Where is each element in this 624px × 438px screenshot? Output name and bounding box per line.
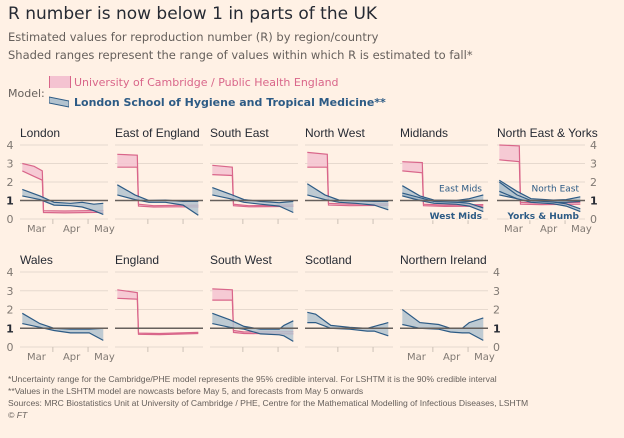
panel-title: North East & Yorks [497, 126, 598, 140]
panel-title: South East [210, 126, 269, 140]
lshtm-band [22, 313, 104, 341]
x-tick-label: May [571, 224, 592, 235]
y-tick-label: 2 [590, 176, 597, 189]
lshtm-band [499, 182, 581, 212]
panel-title: London [20, 126, 60, 140]
x-tick-label: Mar [27, 352, 47, 363]
y-tick-label: 0 [493, 341, 500, 354]
panel-title: South West [210, 253, 272, 267]
lshtm-upper-line [498, 181, 581, 210]
x-tick-label: May [94, 224, 115, 235]
y-tick-label: 2 [7, 304, 14, 317]
series-label: Yorks & Humb [506, 212, 579, 222]
chart-title: R number is now below 1 in parts of the … [8, 4, 378, 24]
series-label: West Mids [430, 212, 482, 222]
cambridge-lower-line [402, 170, 484, 208]
lshtm-lower-line [307, 194, 389, 211]
x-tick-label: Mar [504, 224, 524, 235]
lshtm-upper-line [22, 188, 104, 205]
y-tick-label: 1 [6, 322, 14, 335]
series-label: North East [532, 185, 580, 195]
lshtm-lower-line [22, 323, 104, 341]
panel-title: North West [305, 126, 365, 140]
panel-title: Northern Ireland [400, 253, 487, 267]
cambridge-band [117, 154, 199, 207]
cambridge-band [117, 289, 199, 335]
x-tick-label: Apr [540, 224, 558, 235]
cambridge-lower-line [117, 166, 199, 208]
series-label: East Mids [439, 185, 482, 195]
panel-title: Midlands [400, 126, 448, 140]
lshtm-lower-line [499, 190, 581, 213]
y-tick-label: 0 [7, 341, 14, 354]
cambridge-band [22, 163, 104, 213]
y-tick-label: 1 [6, 195, 14, 208]
cambridge-lower-line [117, 297, 199, 336]
y-tick-label: 1 [493, 322, 501, 335]
lshtm-lower-line [22, 195, 104, 215]
cambridge-lower-line [307, 166, 389, 207]
copyright: © FT [8, 410, 28, 420]
y-tick-label: 3 [7, 158, 14, 171]
panel-title: England [115, 253, 159, 267]
y-tick-label: 4 [7, 139, 14, 152]
y-tick-label: 3 [493, 285, 500, 298]
x-tick-label: Apr [443, 352, 461, 363]
y-tick-label: 1 [590, 195, 598, 208]
legend-swatch-lshtm [49, 96, 69, 108]
footnote-1: *Uncertainty range for the Cambridge/PHE… [8, 374, 497, 384]
panel-title: Scotland [305, 253, 352, 267]
lshtm-lower-line [212, 323, 294, 342]
lshtm-band [307, 183, 389, 210]
y-tick-label: 4 [590, 139, 597, 152]
y-tick-label: 3 [7, 285, 14, 298]
legend-label: Model: [8, 87, 45, 100]
x-tick-label: May [94, 352, 115, 363]
legend-item-lshtm: London School of Hygiene and Tropical Me… [74, 96, 386, 109]
lshtm-upper-line [498, 179, 581, 201]
cambridge-lower-line [22, 170, 104, 214]
x-tick-label: Apr [63, 352, 81, 363]
lshtm-lower-line [307, 322, 389, 337]
lshtm-band [402, 309, 484, 341]
panel-title: Wales [20, 253, 53, 267]
lshtm-upper-line [212, 312, 294, 330]
lshtm-lower-line [117, 194, 199, 216]
y-tick-label: 4 [7, 266, 14, 279]
footnote-2: **Values in the LSHTM model are nowcasts… [8, 386, 364, 396]
panel-title: East of England [115, 126, 200, 140]
cambridge-lower-line [212, 174, 294, 208]
lshtm-upper-line [402, 192, 484, 209]
y-tick-label: 0 [590, 213, 597, 226]
y-tick-label: 2 [493, 304, 500, 317]
y-tick-label: 0 [7, 213, 14, 226]
legend-item-cambridge: University of Cambridge / Public Health … [74, 76, 339, 89]
lshtm-band [307, 312, 389, 336]
lshtm-lower-line [402, 195, 484, 213]
y-tick-label: 3 [590, 158, 597, 171]
lshtm-upper-line [307, 311, 389, 329]
y-tick-label: 4 [493, 266, 500, 279]
x-tick-label: Apr [63, 224, 81, 235]
sources: Sources: MRC Biostatistics Unit at Unive… [8, 398, 529, 408]
chart-subtitle-2: Shaded ranges represent the range of val… [8, 48, 473, 62]
x-tick-label: May [474, 352, 495, 363]
chart-subtitle: Estimated values for reproduction number… [8, 30, 379, 44]
legend-swatch-cambridge [49, 76, 71, 88]
lshtm-lower-line [212, 194, 294, 214]
y-tick-label: 2 [7, 176, 14, 189]
x-tick-label: Mar [27, 224, 47, 235]
x-tick-label: Mar [407, 352, 427, 363]
